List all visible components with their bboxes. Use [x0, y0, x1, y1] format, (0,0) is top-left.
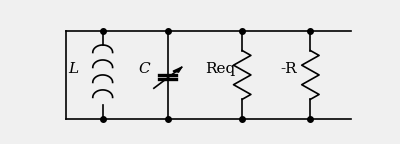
- Text: L: L: [68, 62, 78, 76]
- Text: C: C: [139, 62, 150, 76]
- Text: -R: -R: [280, 62, 297, 76]
- Text: Req: Req: [205, 62, 236, 76]
- Polygon shape: [173, 67, 182, 72]
